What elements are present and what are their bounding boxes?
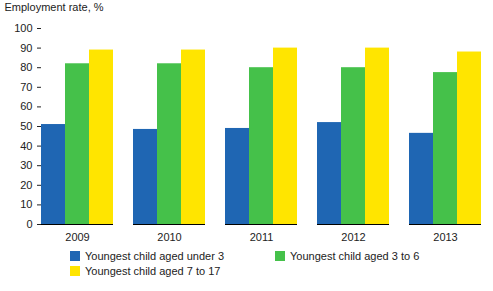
- svg-text:90: 90: [20, 42, 32, 54]
- svg-text:20: 20: [20, 179, 32, 191]
- svg-text:2012: 2012: [341, 231, 365, 243]
- svg-text:2013: 2013: [433, 231, 457, 243]
- svg-text:30: 30: [20, 159, 32, 171]
- svg-text:2009: 2009: [65, 231, 89, 243]
- svg-text:2010: 2010: [157, 231, 181, 243]
- svg-text:0: 0: [26, 218, 32, 230]
- svg-text:80: 80: [20, 61, 32, 73]
- html-text:Youngest child aged 7 to 17: Youngest child aged 7 to 17: [85, 264, 221, 277]
- svg-text:2011: 2011: [250, 231, 274, 243]
- svg-text:100: 100: [14, 22, 32, 34]
- svg-text:70: 70: [20, 81, 32, 93]
- svg-text:50: 50: [20, 120, 32, 132]
- svg-text:60: 60: [20, 100, 32, 112]
- svg-text:40: 40: [20, 140, 32, 152]
- html-text:Youngest child aged 3 to 6: Youngest child aged 3 to 6: [290, 249, 420, 262]
- svg-text:Employment rate, %: Employment rate, %: [5, 1, 104, 13]
- svg-text:10: 10: [20, 198, 32, 210]
- html-text:Youngest child aged under 3: Youngest child aged under 3: [85, 249, 224, 262]
